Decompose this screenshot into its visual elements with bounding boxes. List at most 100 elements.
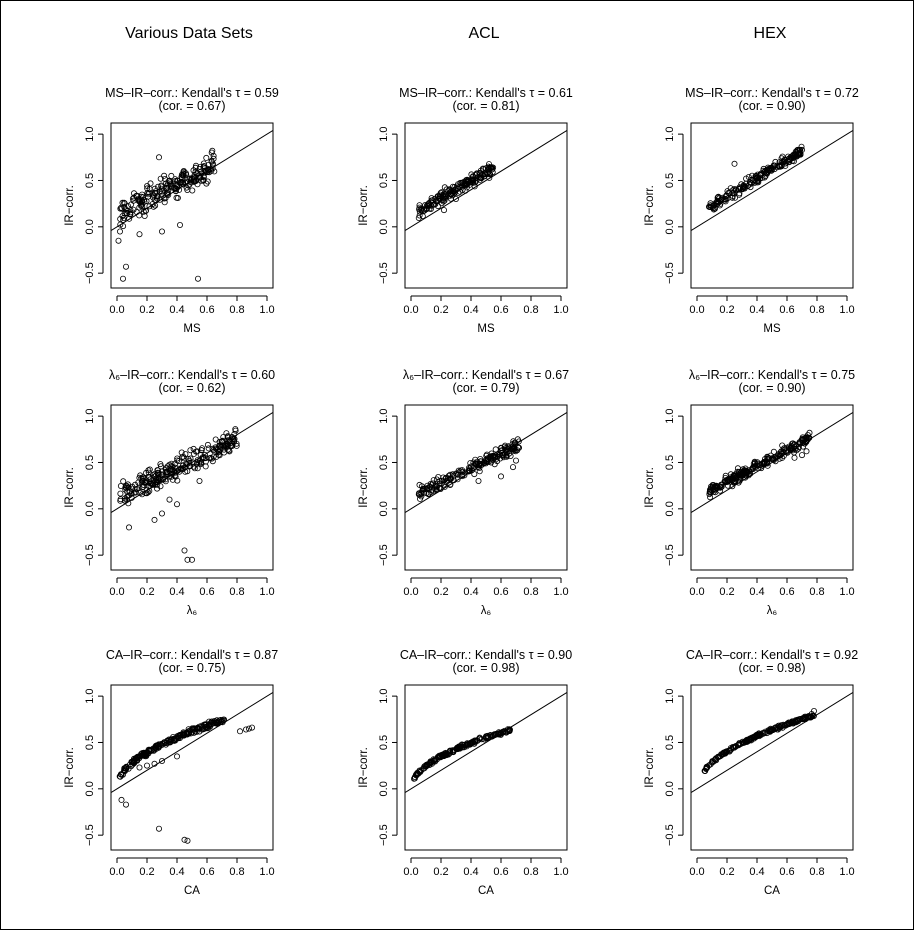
data-point — [746, 737, 753, 744]
data-point — [125, 492, 132, 499]
data-point — [117, 228, 124, 235]
x-axis-label: CA — [478, 885, 494, 897]
data-point — [236, 728, 243, 735]
y-tick-label: 0.0 — [664, 781, 676, 796]
data-point — [441, 752, 448, 759]
data-point — [117, 482, 124, 489]
x-tick-label: 1.0 — [259, 866, 274, 878]
reference-line — [405, 129, 567, 231]
data-point — [119, 771, 126, 778]
data-point — [456, 743, 463, 750]
data-point — [130, 489, 137, 496]
data-point — [185, 729, 192, 736]
data-point — [184, 837, 191, 844]
data-point — [744, 183, 751, 190]
y-tick-label: −0.5 — [84, 544, 96, 566]
column-title-acl: ACL — [468, 25, 499, 42]
data-point — [509, 464, 516, 471]
y-tick-label: 1.0 — [84, 126, 96, 141]
data-point — [248, 724, 255, 731]
data-point — [172, 185, 179, 192]
data-point — [137, 472, 144, 479]
x-tick-label: 0.0 — [689, 586, 704, 598]
data-point — [729, 744, 736, 751]
data-point — [130, 194, 137, 201]
data-point — [201, 451, 208, 458]
column-title-hex: HEX — [754, 25, 787, 42]
data-point — [806, 429, 813, 436]
data-point — [802, 716, 809, 723]
data-point — [450, 477, 457, 484]
data-point — [176, 221, 183, 228]
x-tick-label: 0.8 — [809, 586, 824, 598]
data-point — [729, 194, 736, 201]
data-point — [211, 448, 218, 455]
plot-frame — [690, 404, 854, 571]
data-point — [180, 732, 187, 739]
data-point — [470, 176, 477, 183]
x-tick-label: 0.4 — [463, 586, 478, 598]
data-point — [509, 446, 516, 453]
data-point — [784, 157, 791, 164]
y-tick-label: 0.5 — [84, 735, 96, 750]
data-point — [801, 715, 808, 722]
data-point — [721, 197, 728, 204]
data-point — [130, 197, 137, 204]
data-point — [145, 489, 152, 496]
x-tick-label: 1.0 — [839, 586, 854, 598]
data-point — [191, 725, 198, 732]
y-tick-label: 0.0 — [84, 219, 96, 234]
y-tick-label: 0.0 — [378, 219, 390, 234]
data-point — [791, 441, 798, 448]
x-tick-label: 1.0 — [553, 304, 568, 316]
data-point — [754, 171, 761, 178]
data-point — [508, 444, 515, 451]
data-point — [771, 455, 778, 462]
x-tick-label: 0.6 — [493, 866, 508, 878]
y-tick-label: 0.0 — [378, 781, 390, 796]
data-point — [452, 470, 459, 477]
panel-subtitle: (cor. = 0.81) — [452, 99, 519, 113]
panel-title: MS–IR–corr.: Kendall's τ = 0.61 — [399, 86, 573, 100]
data-point — [497, 473, 504, 480]
data-point — [762, 455, 769, 462]
data-point — [147, 476, 154, 483]
data-point — [139, 752, 146, 759]
x-tick-label: 0.4 — [749, 586, 764, 598]
x-axis-label: CA — [764, 885, 780, 897]
data-point — [196, 477, 203, 484]
data-point — [762, 173, 769, 180]
data-point — [442, 191, 449, 198]
data-point — [157, 175, 164, 182]
panel-title: MS–IR–corr.: Kendall's τ = 0.59 — [105, 86, 279, 100]
data-point — [174, 477, 181, 484]
reference-line — [111, 691, 273, 793]
data-point — [779, 454, 786, 461]
data-point — [805, 714, 812, 721]
data-point — [228, 439, 235, 446]
data-point — [750, 733, 757, 740]
data-point — [154, 469, 161, 476]
data-point — [203, 154, 210, 161]
data-point — [451, 190, 458, 197]
data-point — [191, 171, 198, 178]
x-axis-label: λ₆ — [767, 605, 778, 617]
data-point — [143, 762, 150, 769]
data-point — [466, 467, 473, 474]
data-point — [172, 181, 179, 188]
data-point — [136, 204, 143, 211]
data-point — [204, 178, 211, 185]
data-point — [139, 484, 146, 491]
data-point — [142, 751, 149, 758]
x-tick-label: 1.0 — [259, 586, 274, 598]
data-point — [146, 466, 153, 473]
panel-title: CA–IR–corr.: Kendall's τ = 0.92 — [686, 648, 858, 662]
data-point — [505, 443, 512, 450]
y-tick-label: 1.0 — [378, 126, 390, 141]
data-point — [789, 440, 796, 447]
data-point — [430, 201, 437, 208]
data-point — [417, 769, 424, 776]
y-axis-label: IR−corr. — [64, 747, 76, 788]
data-point — [789, 157, 796, 164]
